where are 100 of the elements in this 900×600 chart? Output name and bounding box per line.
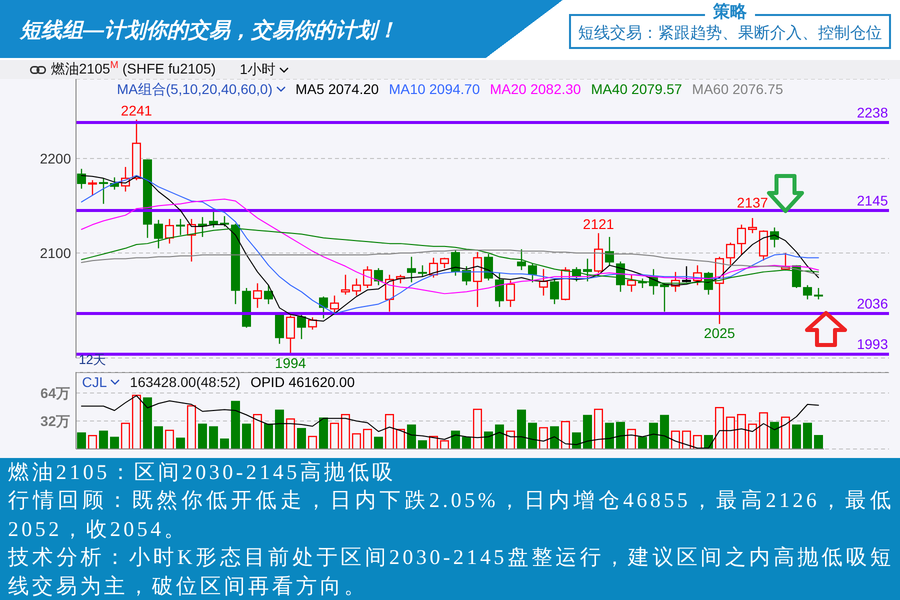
bar [275, 410, 284, 449]
bar [770, 422, 779, 449]
bar [528, 422, 537, 449]
candlestick [407, 256, 416, 283]
bar [407, 424, 416, 449]
bar [374, 436, 383, 449]
bar [99, 430, 108, 449]
bar [616, 422, 625, 449]
bar [561, 421, 570, 449]
candlestick [550, 278, 559, 305]
bar [781, 416, 790, 449]
candlestick [77, 168, 86, 190]
text: 燃油2105：区间2030-2145高抛低吸 [8, 460, 396, 484]
bar [550, 426, 559, 449]
candlestick [451, 250, 460, 276]
bar [495, 424, 504, 449]
annotation: 1994 [274, 355, 306, 372]
legend-title: CJL [82, 374, 107, 390]
y-tick-label: 2200 [40, 150, 72, 166]
candlestick [605, 236, 614, 266]
text: MA40 2079.57 [590, 81, 682, 97]
bar [286, 418, 295, 449]
bar [726, 416, 735, 449]
bar [143, 397, 152, 449]
bar [319, 418, 328, 449]
bar [341, 414, 350, 449]
ref-line-label: 1993 [856, 336, 888, 352]
bar [308, 436, 317, 449]
candlestick [319, 296, 328, 319]
bar [627, 428, 636, 449]
series-label: OPID 461620.00 [250, 374, 355, 390]
text: MA20 2082.30 [490, 81, 581, 97]
chart-title: 燃油2105$^{M}$ (SHFE fu2105) [51, 60, 216, 79]
bar [737, 414, 746, 449]
bar [242, 424, 251, 449]
bar [814, 435, 823, 449]
bar [484, 432, 493, 449]
bar [396, 428, 405, 449]
bar [297, 428, 306, 449]
bar [462, 436, 471, 449]
bar [121, 422, 130, 449]
bar [649, 422, 658, 449]
bar [220, 438, 229, 449]
candlestick [462, 266, 471, 286]
text: MA60 2076.75 [692, 81, 784, 97]
bar [187, 405, 196, 449]
bar [418, 440, 427, 449]
text: MA10 2094.70 [388, 81, 480, 97]
bar [330, 422, 339, 449]
bar [671, 430, 680, 449]
text: 技术分析：小时K形态目前处于区间2030-2145盘整运行，建议区间之内高抛低吸短线交易为主，破位区间再看方向。 [8, 545, 894, 598]
chart-subtitle: 1小时 [240, 60, 276, 78]
text: 策略 [705, 2, 755, 21]
annotation: 2241 [120, 102, 152, 119]
bar [605, 422, 614, 449]
bar [154, 426, 163, 449]
candlestick [517, 248, 526, 271]
candlestick [803, 284, 812, 300]
legend-title: MA组合(5,10,20,40,60,0) [116, 81, 273, 97]
bar [253, 414, 262, 449]
bar [539, 427, 548, 449]
bar [385, 414, 394, 449]
annotation: 2121 [582, 216, 614, 232]
bar [572, 432, 581, 449]
bar [88, 435, 97, 449]
bar [165, 430, 174, 449]
bar [363, 428, 372, 449]
y-tick-label: 64万 [40, 384, 70, 401]
bar [506, 430, 515, 449]
bar [77, 432, 86, 449]
bar [198, 424, 207, 449]
bar [451, 430, 460, 449]
bar [209, 426, 218, 449]
candlestick [495, 272, 504, 308]
line-series [81, 250, 819, 276]
ref-line-label: 2036 [856, 296, 888, 312]
candlestick [814, 287, 823, 300]
text: 短线交易：紧跟趋势、果断介入、控制仓位 [578, 24, 882, 44]
bar [693, 435, 702, 449]
bar [176, 438, 185, 449]
ref-line-label: 2238 [856, 104, 888, 121]
candlestick [99, 178, 108, 204]
y-tick-label: 32万 [40, 412, 70, 429]
bar [110, 436, 119, 449]
x-tick-label: 12天 [78, 352, 106, 368]
bar [583, 414, 592, 449]
bar [594, 408, 603, 449]
annotation: 2137 [736, 194, 768, 210]
bar [792, 424, 801, 449]
bar [660, 414, 669, 449]
bar [803, 422, 812, 449]
text: 短线组—计划你的交易，交易你的计划！ [20, 19, 398, 42]
annotation: 2025 [704, 324, 736, 341]
bar [132, 394, 141, 449]
bar [748, 424, 757, 449]
candlestick [275, 312, 284, 344]
bar [715, 407, 724, 449]
bar [264, 424, 273, 449]
candlestick [264, 284, 273, 305]
candlestick [418, 264, 427, 278]
